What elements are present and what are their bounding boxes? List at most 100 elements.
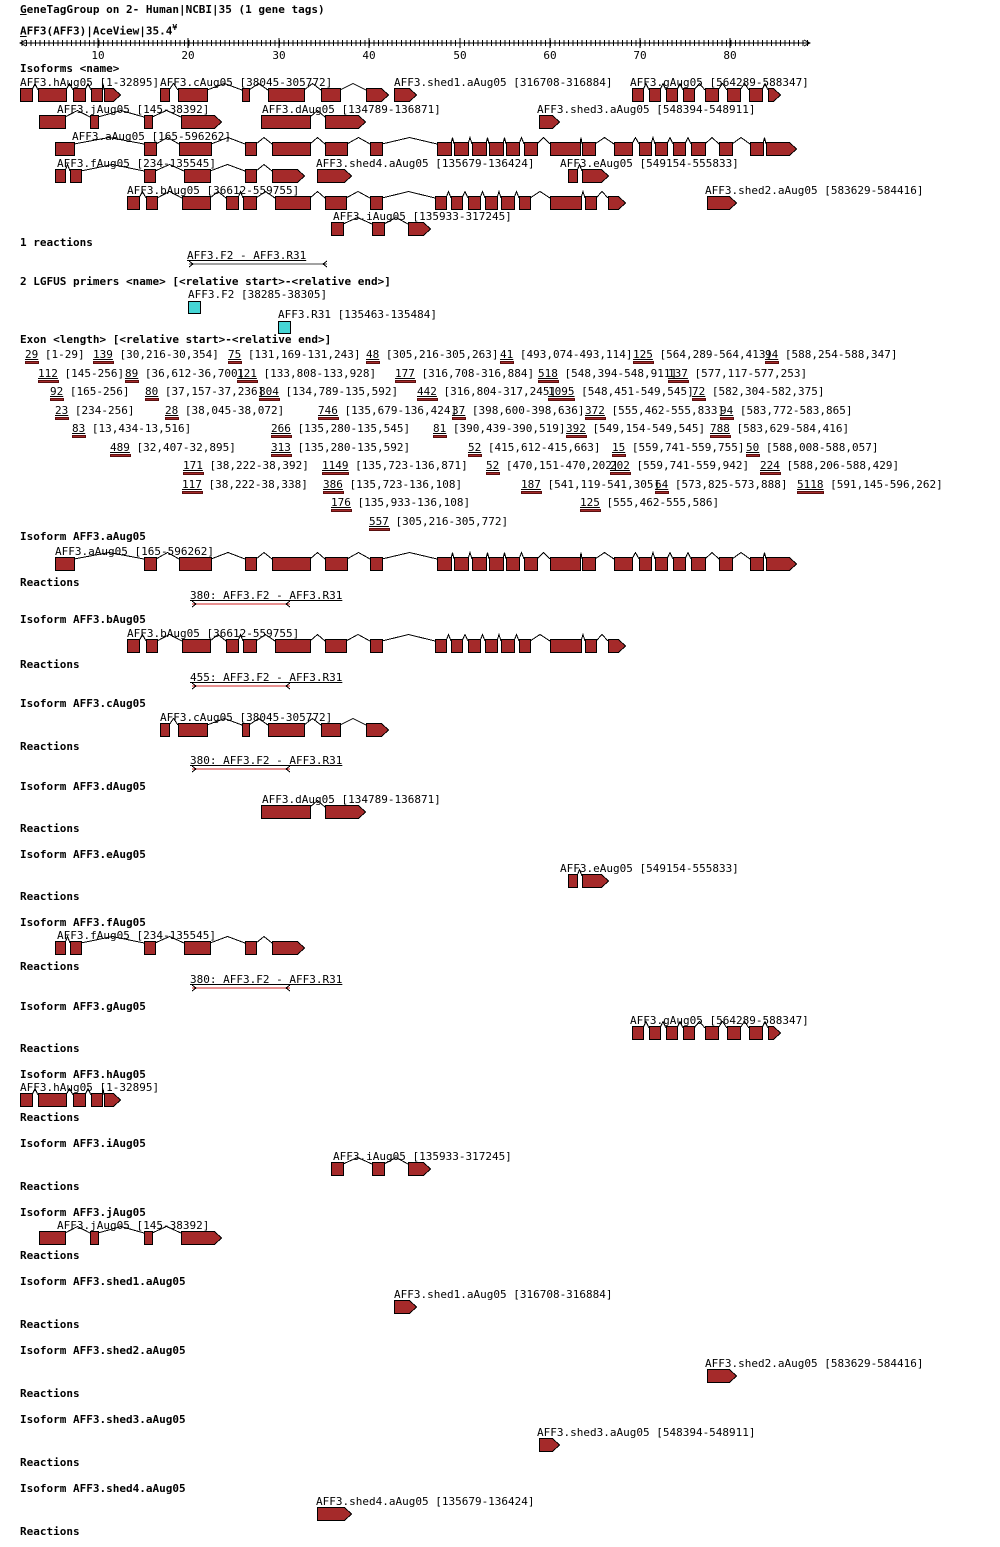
exon-length-link[interactable]: 83 bbox=[72, 422, 86, 435]
gene-track-dAug05-detail[interactable] bbox=[261, 799, 369, 821]
exon-length-link[interactable]: 52 bbox=[468, 441, 482, 454]
gene-track-gAug05-detail[interactable] bbox=[632, 1020, 784, 1042]
exon-length-link[interactable]: 80 bbox=[145, 385, 159, 398]
gene-track-iAug05[interactable] bbox=[331, 216, 434, 238]
gene-track-shed1-aAug05-detail[interactable] bbox=[394, 1294, 420, 1316]
exon-length-link[interactable]: 125 bbox=[580, 496, 600, 509]
gene-track-shed2-aAug05-detail[interactable] bbox=[707, 1363, 740, 1385]
isoform-label-hAug05[interactable]: AFF3.hAug05 [1-32895] bbox=[20, 1081, 160, 1094]
isoform-label-iAug05[interactable]: AFF3.iAug05 [135933-317245] bbox=[333, 1150, 512, 1163]
exon-length-link[interactable]: 1149 bbox=[322, 459, 349, 472]
exon-length-link[interactable]: 112 bbox=[38, 367, 58, 380]
exon-length-link[interactable]: 137 bbox=[668, 367, 688, 380]
exon-length-link[interactable]: 5118 bbox=[797, 478, 824, 491]
isoform-label-shed2-aAug05[interactable]: AFF3.shed2.aAug05 [583629-584416] bbox=[705, 1357, 924, 1370]
exon-length-link[interactable]: 139 bbox=[93, 348, 113, 361]
gene-track-shed2-aAug05[interactable] bbox=[707, 190, 740, 212]
reaction-label[interactable]: 380: AFF3.F2 - AFF3.R31 bbox=[190, 589, 343, 602]
gene-track-bAug05-detail[interactable] bbox=[127, 632, 629, 655]
exon-length-link[interactable]: 121 bbox=[237, 367, 257, 380]
isoform-label-cAug05[interactable]: AFF3.cAug05 [38045-305772] bbox=[160, 711, 333, 724]
primer-label-R31[interactable]: AFF3.R31 [135463-135484] bbox=[278, 308, 437, 321]
isoform-label-shed4-aAug05[interactable]: AFF3.shed4.aAug05 [135679-136424] bbox=[316, 1495, 535, 1508]
reaction-label[interactable]: 380: AFF3.F2 - AFF3.R31 bbox=[190, 973, 343, 986]
gene-track-hAug05[interactable] bbox=[20, 82, 124, 104]
exon-length-link[interactable]: 187 bbox=[521, 478, 541, 491]
exon-length-link[interactable]: 72 bbox=[692, 385, 706, 398]
isoform-label-dAug05[interactable]: AFF3.dAug05 [134789-136871] bbox=[262, 793, 441, 806]
isoform-label-shed1-aAug05[interactable]: AFF3.shed1.aAug05 [316708-316884] bbox=[394, 1288, 613, 1301]
exon-length-link[interactable]: 50 bbox=[746, 441, 760, 454]
exon-length-link[interactable]: 125 bbox=[633, 348, 653, 361]
isoform-label-shed4-aAug05[interactable]: AFF3.shed4.aAug05 [135679-136424] bbox=[316, 157, 535, 170]
gene-track-hAug05-detail[interactable] bbox=[20, 1087, 124, 1109]
isoform-label-shed2-aAug05[interactable]: AFF3.shed2.aAug05 [583629-584416] bbox=[705, 184, 924, 197]
isoform-label-iAug05[interactable]: AFF3.iAug05 [135933-317245] bbox=[333, 210, 512, 223]
gene-track-cAug05-detail[interactable] bbox=[160, 717, 392, 739]
exon-length-link[interactable]: 224 bbox=[760, 459, 780, 472]
exon-length-link[interactable]: 557 bbox=[369, 515, 389, 528]
gene-track-shed4-aAug05[interactable] bbox=[317, 163, 355, 185]
exon-length-link[interactable]: 746 bbox=[318, 404, 338, 417]
primer-box-R31[interactable] bbox=[278, 321, 291, 334]
isoform-label-fAug05[interactable]: AFF3.fAug05 [234-135545] bbox=[57, 157, 216, 170]
gene-track-cAug05[interactable] bbox=[160, 82, 392, 104]
isoform-label-jAug05[interactable]: AFF3.jAug05 [145-38392] bbox=[57, 103, 210, 116]
gene-track-eAug05-detail[interactable] bbox=[568, 868, 612, 890]
isoform-label-dAug05[interactable]: AFF3.dAug05 [134789-136871] bbox=[262, 103, 441, 116]
exon-length-link[interactable]: 92 bbox=[50, 385, 64, 398]
reaction-label[interactable]: 380: AFF3.F2 - AFF3.R31 bbox=[190, 754, 343, 767]
gene-track-bAug05[interactable] bbox=[127, 189, 629, 212]
gene-track-shed1-aAug05[interactable] bbox=[394, 82, 420, 104]
gene-track-iAug05-detail[interactable] bbox=[331, 1156, 434, 1178]
exon-length-link[interactable]: 52 bbox=[486, 459, 500, 472]
isoform-label-gAug05[interactable]: AFF3.gAug05 [564289-588347] bbox=[630, 76, 809, 89]
isoform-label-jAug05[interactable]: AFF3.jAug05 [145-38392] bbox=[57, 1219, 210, 1232]
exon-length-link[interactable]: 81 bbox=[433, 422, 447, 435]
gene-track-jAug05-detail[interactable] bbox=[39, 1225, 225, 1247]
exon-length-link[interactable]: 202 bbox=[610, 459, 630, 472]
gene-track-shed3-aAug05[interactable] bbox=[539, 109, 563, 131]
exon-length-link[interactable]: 41 bbox=[500, 348, 514, 361]
isoform-label-bAug05[interactable]: AFF3.bAug05 [36612-559755] bbox=[127, 184, 300, 197]
isoform-label-cAug05[interactable]: AFF3.cAug05 [38045-305772] bbox=[160, 76, 333, 89]
exon-length-link[interactable]: 442 bbox=[417, 385, 437, 398]
exon-length-link[interactable]: 89 bbox=[125, 367, 139, 380]
primer-box-F2[interactable] bbox=[188, 301, 201, 314]
exon-length-link[interactable]: 94 bbox=[720, 404, 734, 417]
gene-track-jAug05[interactable] bbox=[39, 109, 225, 131]
isoform-label-shed3-aAug05[interactable]: AFF3.shed3.aAug05 [548394-548911] bbox=[537, 103, 756, 116]
gene-track-gAug05[interactable] bbox=[632, 82, 784, 104]
gene-track-fAug05-detail[interactable] bbox=[55, 935, 308, 957]
exon-length-link[interactable]: 15 bbox=[612, 441, 626, 454]
gene-track-shed3-aAug05-detail[interactable] bbox=[539, 1432, 563, 1454]
exon-length-link[interactable]: 29 bbox=[25, 348, 39, 361]
isoform-label-shed1-aAug05[interactable]: AFF3.shed1.aAug05 [316708-316884] bbox=[394, 76, 613, 89]
exon-length-link[interactable]: 75 bbox=[228, 348, 242, 361]
exon-length-link[interactable]: 23 bbox=[55, 404, 69, 417]
isoform-label-bAug05[interactable]: AFF3.bAug05 [36612-559755] bbox=[127, 627, 300, 640]
exon-length-link[interactable]: 37 bbox=[452, 404, 466, 417]
gene-track-dAug05[interactable] bbox=[261, 109, 369, 131]
exon-length-link[interactable]: 176 bbox=[331, 496, 351, 509]
exon-length-link[interactable]: 1095 bbox=[548, 385, 575, 398]
isoform-label-hAug05[interactable]: AFF3.hAug05 [1-32895] bbox=[20, 76, 160, 89]
exon-length-link[interactable]: 518 bbox=[538, 367, 558, 380]
reaction-label[interactable]: AFF3.F2 - AFF3.R31 bbox=[187, 249, 307, 262]
gene-track-eAug05[interactable] bbox=[568, 163, 612, 185]
gene-track-aAug05[interactable] bbox=[55, 135, 800, 158]
exon-length-link[interactable]: 804 bbox=[259, 385, 279, 398]
isoform-label-aAug05[interactable]: AFF3.aAug05 [165-596262] bbox=[55, 545, 214, 558]
isoform-label-shed3-aAug05[interactable]: AFF3.shed3.aAug05 [548394-548911] bbox=[537, 1426, 756, 1439]
exon-length-link[interactable]: 64 bbox=[655, 478, 669, 491]
gene-title[interactable]: AFF3(AFF3)|AceView|35.4¥ bbox=[20, 23, 178, 38]
exon-length-link[interactable]: 372 bbox=[585, 404, 605, 417]
gene-track-fAug05[interactable] bbox=[55, 163, 308, 185]
exon-length-link[interactable]: 392 bbox=[566, 422, 586, 435]
gene-track-aAug05-detail[interactable] bbox=[55, 550, 800, 573]
exon-length-link[interactable]: 386 bbox=[323, 478, 343, 491]
gene-track-shed4-aAug05-detail[interactable] bbox=[317, 1501, 355, 1523]
isoform-label-fAug05[interactable]: AFF3.fAug05 [234-135545] bbox=[57, 929, 216, 942]
exon-length-link[interactable]: 28 bbox=[165, 404, 179, 417]
exon-length-link[interactable]: 171 bbox=[183, 459, 203, 472]
